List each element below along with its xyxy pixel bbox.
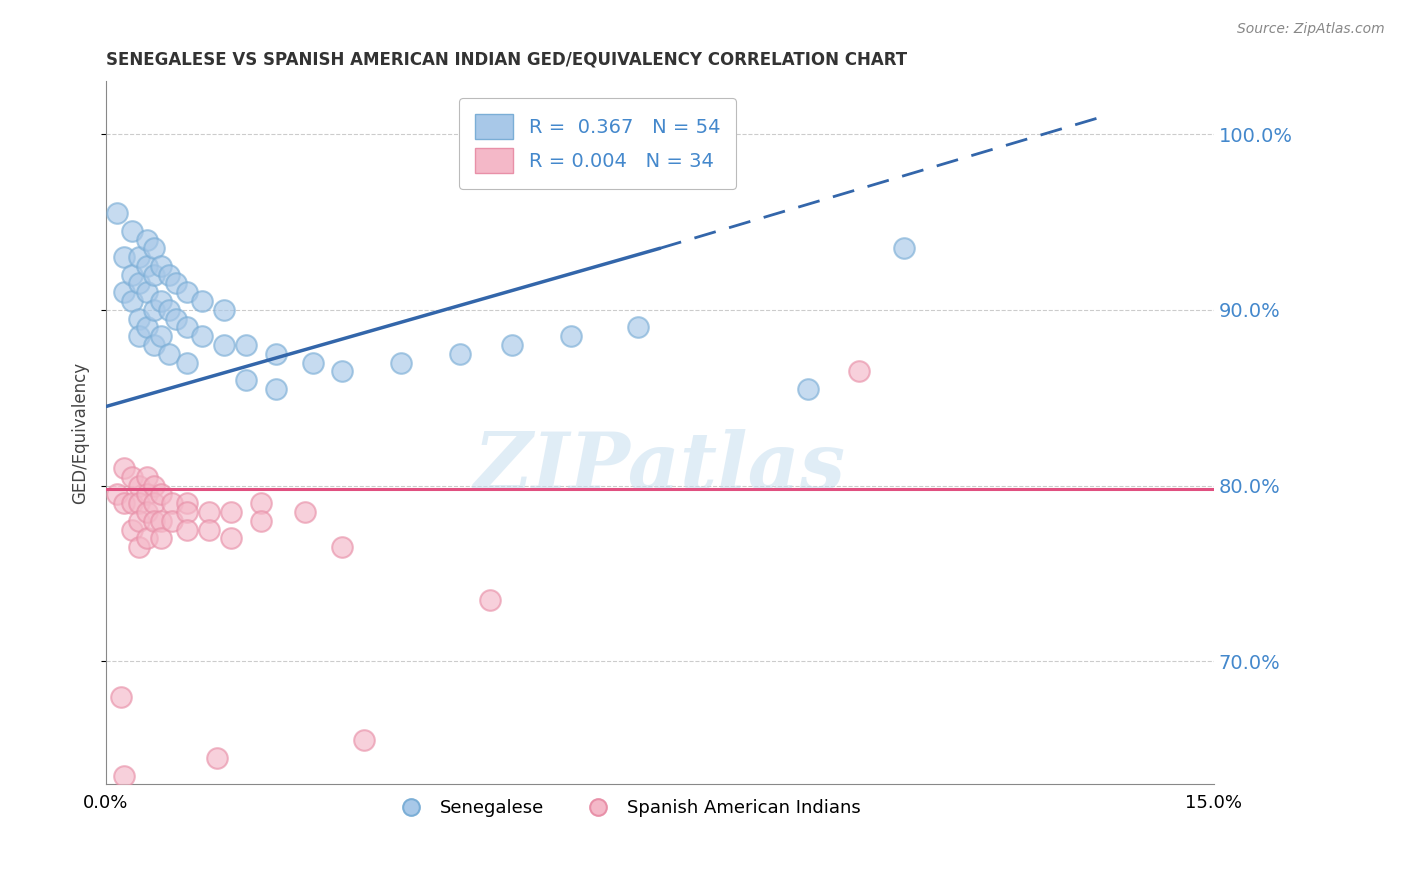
Point [478,592,501,607]
Point [212,302,235,317]
Point [150,532,173,546]
Point [150,487,173,501]
Point [560,329,582,343]
Point [212,338,235,352]
Point [162,496,184,510]
Point [221,505,243,519]
Point [796,382,818,396]
Point [135,487,157,501]
Point [157,268,180,282]
Point [128,496,150,510]
Point [157,302,180,317]
Point [135,285,157,300]
Text: SENEGALESE VS SPANISH AMERICAN INDIAN GED/EQUIVALENCY CORRELATION CHART: SENEGALESE VS SPANISH AMERICAN INDIAN GE… [105,51,907,69]
Point [165,277,187,291]
Point [330,540,353,554]
Point [112,250,135,264]
Point [150,514,173,528]
Point [157,347,180,361]
Point [142,302,165,317]
Point [135,470,157,484]
Point [176,523,198,537]
Point [142,241,165,255]
Point [142,478,165,492]
Point [142,496,165,510]
Point [128,329,150,343]
Point [121,224,143,238]
Point [221,532,243,546]
Point [235,338,257,352]
Point [848,364,870,378]
Point [176,320,198,334]
Point [142,268,165,282]
Point [449,347,471,361]
Point [389,355,412,369]
Text: ZIPatlas: ZIPatlas [474,429,846,507]
Point [294,505,316,519]
Point [128,277,150,291]
Point [121,294,143,309]
Point [301,355,323,369]
Point [135,532,157,546]
Point [176,505,198,519]
Point [893,241,915,255]
Point [353,733,375,747]
Point [264,382,287,396]
Point [264,347,287,361]
Y-axis label: GED/Equivalency: GED/Equivalency [72,362,89,504]
Point [110,690,132,704]
Point [235,373,257,387]
Point [128,311,150,326]
Point [135,233,157,247]
Point [128,250,150,264]
Point [121,496,143,510]
Point [162,514,184,528]
Point [176,285,198,300]
Point [135,320,157,334]
Point [176,355,198,369]
Point [191,294,214,309]
Point [250,514,273,528]
Point [198,505,221,519]
Point [128,478,150,492]
Point [191,329,214,343]
Point [121,470,143,484]
Point [330,364,353,378]
Legend: Senegalese, Spanish American Indians: Senegalese, Spanish American Indians [385,792,868,824]
Point [150,294,173,309]
Point [250,496,273,510]
Point [112,461,135,475]
Point [112,285,135,300]
Point [205,751,228,765]
Point [128,514,150,528]
Point [176,496,198,510]
Point [165,311,187,326]
Point [501,338,523,352]
Point [150,259,173,273]
Point [135,505,157,519]
Point [142,514,165,528]
Point [105,206,128,220]
Point [627,320,650,334]
Point [142,338,165,352]
Point [105,487,128,501]
Point [128,540,150,554]
Point [112,769,135,783]
Point [121,523,143,537]
Point [112,496,135,510]
Point [121,268,143,282]
Point [150,329,173,343]
Point [135,259,157,273]
Point [198,523,221,537]
Text: Source: ZipAtlas.com: Source: ZipAtlas.com [1237,22,1385,37]
